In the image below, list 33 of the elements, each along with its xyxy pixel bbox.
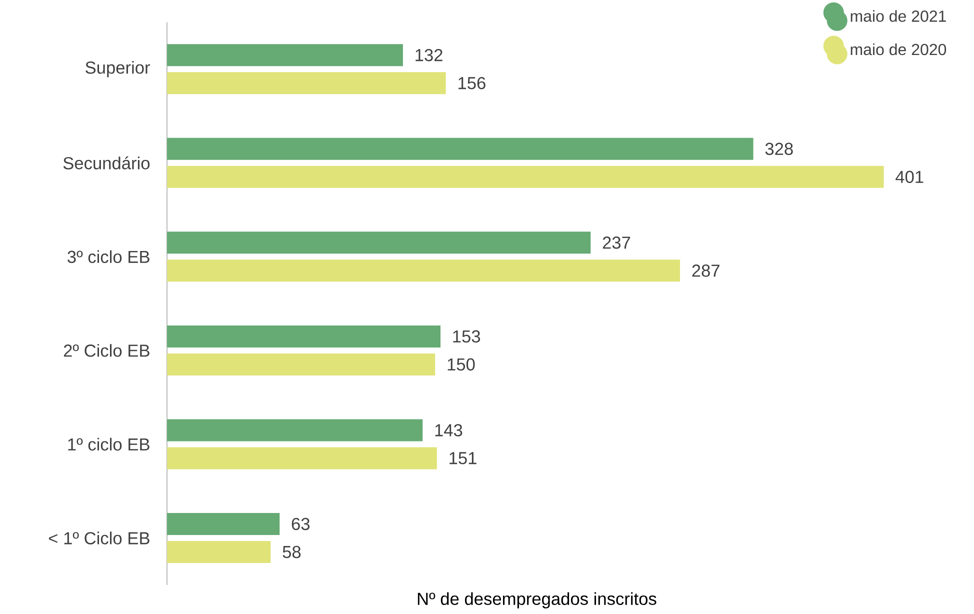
y-tick-label: 1º ciclo EB (68, 438, 150, 450)
data-label: 156 (458, 76, 486, 90)
data-label: 150 (448, 358, 475, 370)
y-tick-label: Secundário (63, 156, 150, 170)
data-label: 237 (602, 236, 630, 249)
data-label: 58 (282, 546, 301, 558)
data-label: 401 (896, 170, 924, 183)
y-tick-label: 2º Ciclo EB (64, 344, 150, 357)
bar (167, 166, 884, 188)
y-tick-label: 3º ciclo EB (68, 250, 150, 263)
data-label: 143 (435, 424, 462, 436)
data-label: 132 (416, 48, 442, 62)
data-label: 287 (692, 264, 720, 277)
bar (167, 353, 436, 376)
data-label: 151 (450, 452, 476, 464)
bar (167, 540, 271, 563)
bar (167, 72, 446, 94)
bar (167, 138, 754, 160)
y-tick-label: < 1º Ciclo EB (48, 532, 150, 544)
legend-label: maio de 2020 (850, 43, 946, 56)
y-tick-label: Superior (86, 60, 150, 78)
data-label: 63 (292, 518, 310, 530)
bar (167, 419, 423, 442)
data-label: 328 (765, 142, 793, 155)
bar (167, 232, 591, 254)
bar (167, 447, 437, 470)
bar (167, 325, 440, 348)
bar (167, 512, 280, 535)
legend-label: maio de 2021 (850, 10, 946, 22)
data-label: 153 (453, 330, 480, 342)
x-axis-title: Nº de desempregados inscritos (418, 592, 656, 608)
bar (167, 44, 403, 66)
bar (167, 260, 680, 282)
